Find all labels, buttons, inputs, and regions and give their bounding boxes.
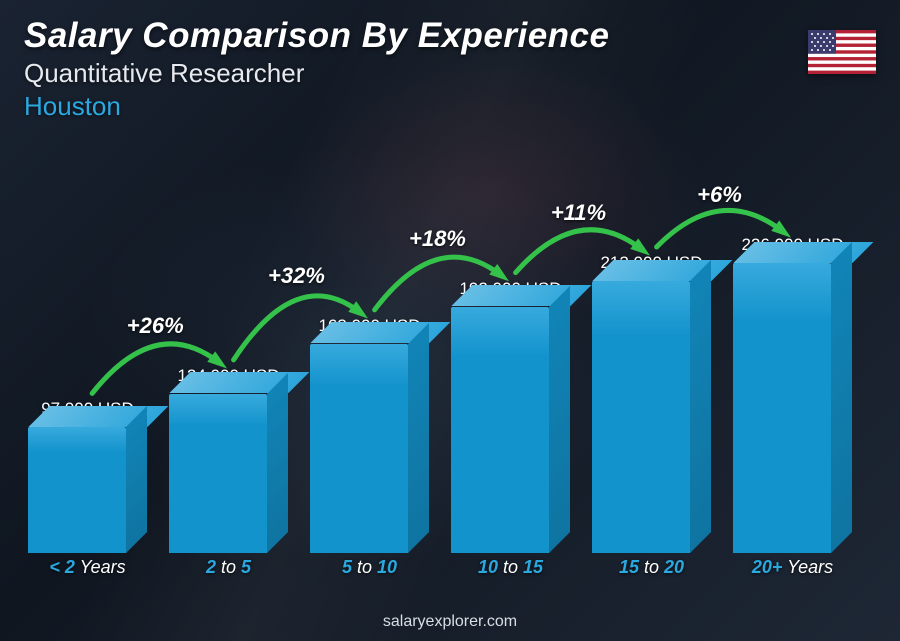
x-axis-label: 2 to 5 bbox=[169, 553, 288, 581]
bars-container: 97,900 USD124,000 USD163,000 USD192,000 … bbox=[28, 150, 852, 553]
header: Salary Comparison By Experience Quantita… bbox=[24, 16, 609, 122]
chart-title: Salary Comparison By Experience bbox=[24, 16, 609, 56]
bar bbox=[310, 344, 429, 553]
x-axis-label: 5 to 10 bbox=[310, 553, 429, 581]
x-axis-label: 15 to 20 bbox=[592, 553, 711, 581]
bar-column: 163,000 USD bbox=[310, 150, 429, 553]
x-axis: < 2 Years 2 to 5 5 to 10 10 to 15 15 to 20 20… bbox=[28, 553, 852, 581]
bar-column: 212,000 USD bbox=[592, 150, 711, 553]
bar bbox=[28, 427, 147, 553]
x-axis-label: 10 to 15 bbox=[451, 553, 570, 581]
bar-column: 124,000 USD bbox=[169, 150, 288, 553]
bar bbox=[733, 263, 852, 553]
chart-subtitle: Quantitative Researcher bbox=[24, 58, 609, 89]
usa-flag-icon bbox=[808, 30, 876, 74]
chart-location: Houston bbox=[24, 91, 609, 122]
chart-stage: Salary Comparison By Experience Quantita… bbox=[0, 0, 900, 641]
footer-credit: salaryexplorer.com bbox=[0, 613, 900, 631]
x-axis-label: 20+ Years bbox=[733, 553, 852, 581]
bar-chart: 97,900 USD124,000 USD163,000 USD192,000 … bbox=[28, 150, 852, 581]
bar-column: 97,900 USD bbox=[28, 150, 147, 553]
bar bbox=[451, 307, 570, 553]
bar-column: 192,000 USD bbox=[451, 150, 570, 553]
bar bbox=[592, 281, 711, 553]
x-axis-label: < 2 Years bbox=[28, 553, 147, 581]
bar-column: 226,000 USD bbox=[733, 150, 852, 553]
bar bbox=[169, 394, 288, 553]
